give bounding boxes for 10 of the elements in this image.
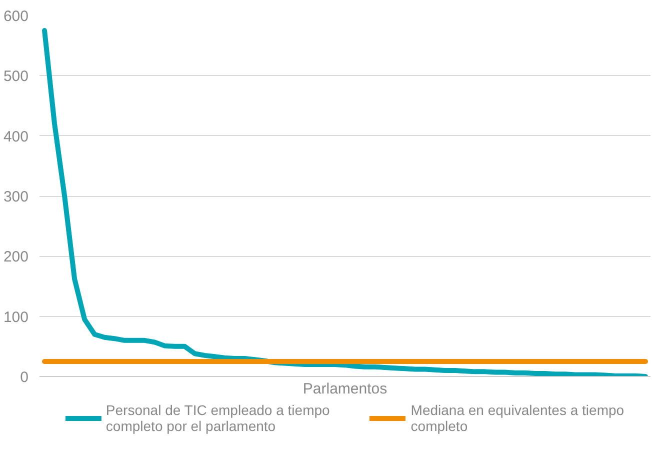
y-tick-label: 400 (3, 128, 29, 146)
y-tick-label: 500 (3, 68, 29, 86)
y-tick-label: 100 (3, 308, 29, 326)
x-axis-title: Parlamentos (302, 380, 388, 398)
y-tick-label: 300 (3, 188, 29, 206)
y-tick-label: 0 (20, 369, 28, 386)
legend-label: Personal de TIC empleado a tiempo completo por el parlamento (106, 402, 330, 434)
legend-label: Mediana en equivalentes a tiempo completo (410, 402, 624, 434)
y-tick-label: 200 (3, 248, 29, 266)
y-tick-label: 600 (3, 8, 29, 25)
